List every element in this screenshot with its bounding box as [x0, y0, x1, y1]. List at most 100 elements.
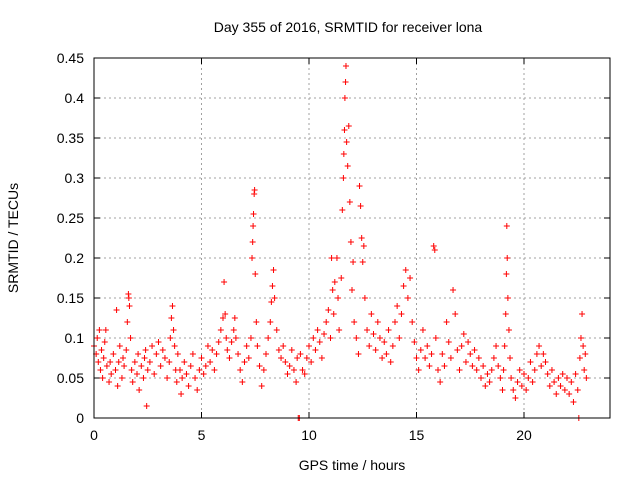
- data-point-marker: [486, 379, 493, 385]
- data-point-marker: [503, 223, 510, 229]
- data-point-marker: [342, 63, 349, 69]
- y-axis-title: SRMTID / TECUs: [5, 183, 21, 293]
- data-point-marker: [379, 355, 386, 361]
- data-point-marker: [223, 335, 230, 341]
- data-point-marker: [480, 363, 487, 369]
- data-point-marker: [577, 335, 584, 341]
- data-point-marker: [495, 363, 502, 369]
- data-point-marker: [253, 319, 260, 325]
- y-tick-label: 0.45: [57, 50, 84, 66]
- data-point-marker: [138, 363, 145, 369]
- data-point-marker: [583, 375, 590, 381]
- data-point-marker: [561, 387, 568, 393]
- data-point-marker: [415, 367, 422, 373]
- data-point-marker: [350, 259, 357, 265]
- data-point-marker: [501, 343, 508, 349]
- data-point-marker: [129, 379, 136, 385]
- data-point-marker: [149, 343, 156, 349]
- data-point-marker: [462, 359, 469, 365]
- data-point-marker: [502, 311, 509, 317]
- data-point-marker: [347, 239, 354, 245]
- data-point-marker: [385, 327, 392, 333]
- data-point-marker: [140, 375, 147, 381]
- data-point-marker: [252, 271, 259, 277]
- data-point-marker: [267, 319, 274, 325]
- data-point-marker: [215, 339, 222, 345]
- data-point-marker: [198, 355, 205, 361]
- data-points: [91, 63, 590, 421]
- data-point-marker: [200, 371, 207, 377]
- data-point-marker: [536, 343, 543, 349]
- data-point-marker: [301, 371, 308, 377]
- data-point-marker: [231, 315, 238, 321]
- data-point-marker: [249, 239, 256, 245]
- y-tick-label: 0.1: [65, 330, 85, 346]
- data-point-marker: [327, 335, 334, 341]
- data-point-marker: [553, 391, 560, 397]
- data-point-marker: [94, 335, 101, 341]
- data-point-marker: [159, 347, 166, 353]
- data-point-marker: [533, 351, 540, 357]
- data-point-marker: [518, 383, 525, 389]
- data-point-marker: [529, 379, 536, 385]
- data-point-marker: [121, 363, 128, 369]
- plot-frame: [93, 57, 611, 419]
- data-point-marker: [312, 347, 319, 353]
- data-point-marker: [358, 235, 365, 241]
- data-point-marker: [447, 355, 454, 361]
- data-point-marker: [551, 379, 558, 385]
- data-point-marker: [357, 203, 364, 209]
- data-point-marker: [97, 367, 104, 373]
- data-point-marker: [284, 371, 291, 377]
- data-point-marker: [419, 327, 426, 333]
- data-point-marker: [282, 359, 289, 365]
- data-point-marker: [353, 335, 360, 341]
- data-point-marker: [123, 347, 130, 353]
- data-point-marker: [359, 259, 366, 265]
- data-point-marker: [125, 295, 132, 301]
- data-point-marker: [143, 403, 150, 409]
- data-point-marker: [426, 363, 433, 369]
- data-point-marker: [202, 363, 209, 369]
- data-point-marker: [235, 351, 242, 357]
- data-point-marker: [271, 295, 278, 301]
- data-point-marker: [402, 267, 409, 273]
- data-point-marker: [196, 367, 203, 373]
- data-point-marker: [161, 355, 168, 361]
- data-point-marker: [422, 355, 429, 361]
- data-point-marker: [488, 367, 495, 373]
- data-point-marker: [439, 351, 446, 357]
- data-point-marker: [192, 375, 199, 381]
- data-point-marker: [299, 367, 306, 373]
- data-point-marker: [230, 327, 237, 333]
- data-point-marker: [141, 355, 148, 361]
- data-point-marker: [345, 123, 352, 129]
- x-tick-label: 10: [301, 427, 317, 443]
- data-point-marker: [99, 375, 106, 381]
- data-point-marker: [430, 243, 437, 249]
- data-point-marker: [310, 335, 317, 341]
- data-point-marker: [361, 295, 368, 301]
- data-point-marker: [360, 243, 367, 249]
- data-point-marker: [245, 355, 252, 361]
- data-point-marker: [207, 359, 214, 365]
- data-point-marker: [339, 207, 346, 213]
- data-point-marker: [531, 367, 538, 373]
- x-tick-label: 5: [198, 427, 206, 443]
- data-point-marker: [136, 387, 143, 393]
- data-point-marker: [335, 295, 342, 301]
- data-point-marker: [106, 379, 113, 385]
- data-point-marker: [456, 367, 463, 373]
- data-point-marker: [155, 339, 162, 345]
- data-point-marker: [144, 367, 151, 373]
- data-point-marker: [308, 359, 315, 365]
- data-point-marker: [366, 343, 373, 349]
- data-point-marker: [465, 339, 472, 345]
- data-point-marker: [413, 355, 420, 361]
- data-point-marker: [330, 311, 337, 317]
- data-point-marker: [226, 355, 233, 361]
- data-point-marker: [318, 355, 325, 361]
- data-point-marker: [387, 359, 394, 365]
- data-point-marker: [409, 319, 416, 325]
- data-point-marker: [303, 355, 310, 361]
